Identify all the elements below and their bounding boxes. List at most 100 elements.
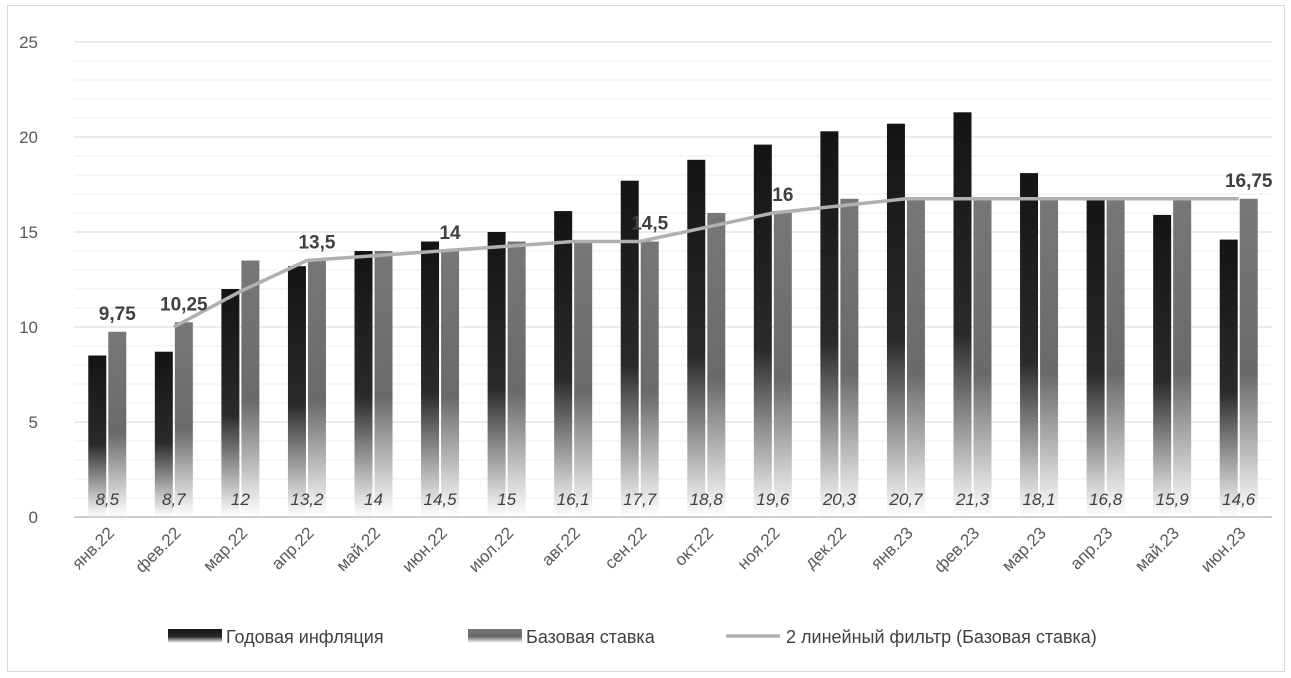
- bar-inflation: [221, 289, 240, 517]
- bar-base-rate: [507, 241, 526, 517]
- bar-inflation: [753, 144, 772, 517]
- inflation-data-label: 16,1: [557, 490, 590, 509]
- legend-swatch-inflation: [168, 629, 222, 643]
- y-tick-label: 25: [19, 33, 38, 52]
- bar-inflation: [354, 251, 373, 517]
- bar-inflation: [1219, 239, 1238, 517]
- bar-inflation: [487, 232, 506, 517]
- bar-base-rate: [840, 198, 859, 517]
- rate-annotation: 16: [772, 185, 793, 206]
- x-tick-label: май.23: [1131, 523, 1183, 575]
- x-tick-label: мар.23: [998, 523, 1050, 575]
- x-tick-label: янв.22: [68, 523, 118, 573]
- data-labels: 8,5 8,7 12 13,2 14 14,5 15 16,1 17,7 18,8 19,6 20,3…: [95, 171, 1272, 509]
- inflation-data-label: 16,8: [1089, 490, 1123, 509]
- chart-frame: 0 5 10 15 20 25 8,5 8,7 12 13,2 14 14,5 15 16,1 17,7 1…: [7, 5, 1285, 672]
- inflation-data-label: 18,1: [1023, 490, 1056, 509]
- x-tick-label: окт.22: [671, 523, 717, 569]
- bar-base-rate: [441, 251, 460, 517]
- inflation-data-label: 18,8: [690, 490, 724, 509]
- y-tick-label: 15: [19, 223, 38, 242]
- bar-base-rate: [1239, 198, 1258, 517]
- x-tick-label: мар.22: [199, 523, 251, 575]
- legend: Годовая инфляция Базовая ставка 2 линейный…: [168, 627, 1097, 647]
- y-tick-label: 5: [29, 413, 38, 432]
- legend-label-base-rate: Базовая ставка: [526, 627, 656, 647]
- bar-inflation: [287, 266, 306, 517]
- y-tick-label: 20: [19, 128, 38, 147]
- bar-inflation: [1086, 197, 1105, 518]
- legend-label-trend: 2 линейный фильтр (Базовая ставка): [786, 627, 1097, 647]
- bar-inflation: [820, 131, 839, 518]
- x-tick-label: июн.23: [1197, 523, 1250, 576]
- x-axis: янв.22 фев.22 мар.22 апр.22 май.22 июн.22 июл.…: [68, 516, 1272, 577]
- bar-base-rate: [707, 213, 726, 517]
- x-tick-label: янв.23: [867, 523, 917, 573]
- bar-inflation: [1153, 214, 1172, 517]
- bar-inflation: [687, 159, 706, 518]
- bars: [88, 112, 1258, 518]
- rate-annotation: 14: [439, 223, 461, 244]
- bar-base-rate: [241, 260, 260, 517]
- inflation-data-label: 12: [231, 490, 250, 509]
- bar-inflation: [1020, 173, 1039, 517]
- bar-inflation: [620, 180, 639, 517]
- inflation-data-label: 15,9: [1156, 490, 1190, 509]
- chart-svg: 0 5 10 15 20 25 8,5 8,7 12 13,2 14 14,5 15 16,1 17,7 1…: [19, 33, 1273, 647]
- x-tick-label: авг.22: [538, 523, 584, 569]
- bar-inflation: [953, 112, 972, 518]
- rate-annotation: 9,75: [99, 304, 136, 325]
- bar-inflation: [88, 355, 107, 517]
- inflation-data-label: 8,7: [162, 490, 186, 509]
- legend-swatch-base-rate: [468, 629, 522, 643]
- bar-base-rate: [307, 260, 326, 517]
- inflation-data-label: 14: [364, 490, 383, 509]
- x-tick-label: июл.22: [465, 523, 518, 576]
- bar-inflation: [154, 351, 173, 517]
- bar-base-rate: [374, 251, 393, 517]
- bar-base-rate: [973, 198, 992, 517]
- rate-annotation: 10,25: [160, 294, 208, 315]
- bar-base-rate: [108, 331, 127, 517]
- inflation-data-label: 14,5: [424, 490, 458, 509]
- x-tick-label: май.22: [333, 523, 385, 575]
- inflation-data-label: 21,3: [955, 490, 990, 509]
- bar-inflation: [421, 241, 440, 517]
- x-tick-label: апр.22: [268, 523, 318, 573]
- bar-base-rate: [1106, 198, 1125, 517]
- inflation-data-label: 15: [497, 490, 516, 509]
- legend-label-inflation: Годовая инфляция: [226, 627, 384, 647]
- inflation-data-label: 13,2: [290, 490, 324, 509]
- bar-base-rate: [1040, 198, 1059, 517]
- y-tick-label: 10: [19, 318, 38, 337]
- bar-base-rate: [640, 241, 659, 517]
- x-tick-label: фев.22: [132, 523, 185, 576]
- rate-annotation: 14,5: [631, 214, 668, 235]
- x-tick-label: июн.22: [398, 523, 451, 576]
- inflation-data-label: 14,6: [1222, 490, 1256, 509]
- bar-base-rate: [574, 241, 593, 517]
- y-axis: 0 5 10 15 20 25: [19, 33, 38, 527]
- rate-annotation: 13,5: [298, 233, 335, 254]
- bar-base-rate: [773, 213, 792, 517]
- x-tick-label: апр.23: [1066, 523, 1116, 573]
- inflation-data-label: 8,5: [95, 490, 119, 509]
- bar-inflation: [554, 211, 573, 517]
- inflation-data-label: 20,3: [822, 490, 857, 509]
- bar-base-rate: [174, 322, 193, 517]
- grid-layer: [74, 41, 1272, 518]
- inflation-data-label: 19,6: [756, 490, 790, 509]
- trend-line: [172, 197, 1239, 329]
- bar-inflation: [886, 123, 905, 517]
- x-tick-label: фев.23: [930, 523, 983, 576]
- bar-base-rate: [906, 198, 925, 517]
- y-tick-label: 0: [29, 508, 38, 527]
- inflation-data-label: 17,7: [623, 490, 657, 509]
- inflation-data-label: 20,7: [888, 490, 923, 509]
- rate-annotation: 16,75: [1225, 171, 1273, 192]
- x-tick-label: дек.22: [801, 523, 850, 572]
- bar-base-rate: [1173, 198, 1192, 517]
- x-tick-label: сен.22: [601, 523, 650, 572]
- x-tick-label: ноя.22: [734, 523, 784, 573]
- trend-line-layer: [172, 197, 1239, 329]
